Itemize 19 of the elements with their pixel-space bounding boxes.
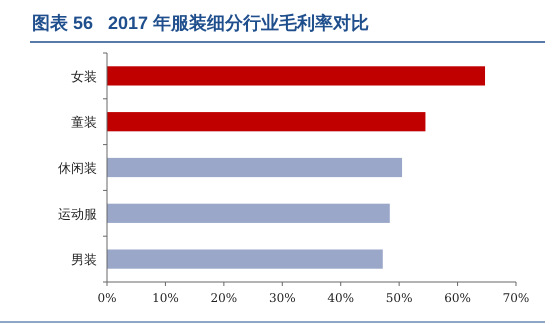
bar bbox=[107, 112, 426, 132]
x-tick-label: 70% bbox=[502, 291, 530, 305]
bar bbox=[107, 249, 383, 269]
x-tick-label: 20% bbox=[210, 291, 238, 305]
x-tick-label: 10% bbox=[152, 291, 179, 305]
bar bbox=[107, 204, 390, 223]
y-tick-label: 休闲装 bbox=[58, 162, 97, 176]
x-tick-label: 60% bbox=[444, 291, 471, 305]
y-tick-label: 男装 bbox=[71, 253, 97, 268]
chart-title: 图表 56 2017 年服装细分行业毛利率对比 bbox=[32, 13, 370, 33]
bar bbox=[107, 158, 402, 178]
x-tick-label: 0% bbox=[97, 291, 117, 305]
y-tick-label: 女装 bbox=[71, 70, 97, 85]
bar bbox=[107, 66, 486, 86]
x-tick-label: 50% bbox=[386, 291, 412, 305]
y-tick-label: 运动服 bbox=[58, 207, 97, 222]
x-tick-label: 40% bbox=[327, 291, 354, 305]
y-tick-label: 童装 bbox=[71, 114, 97, 131]
x-tick-label: 30% bbox=[268, 291, 296, 305]
